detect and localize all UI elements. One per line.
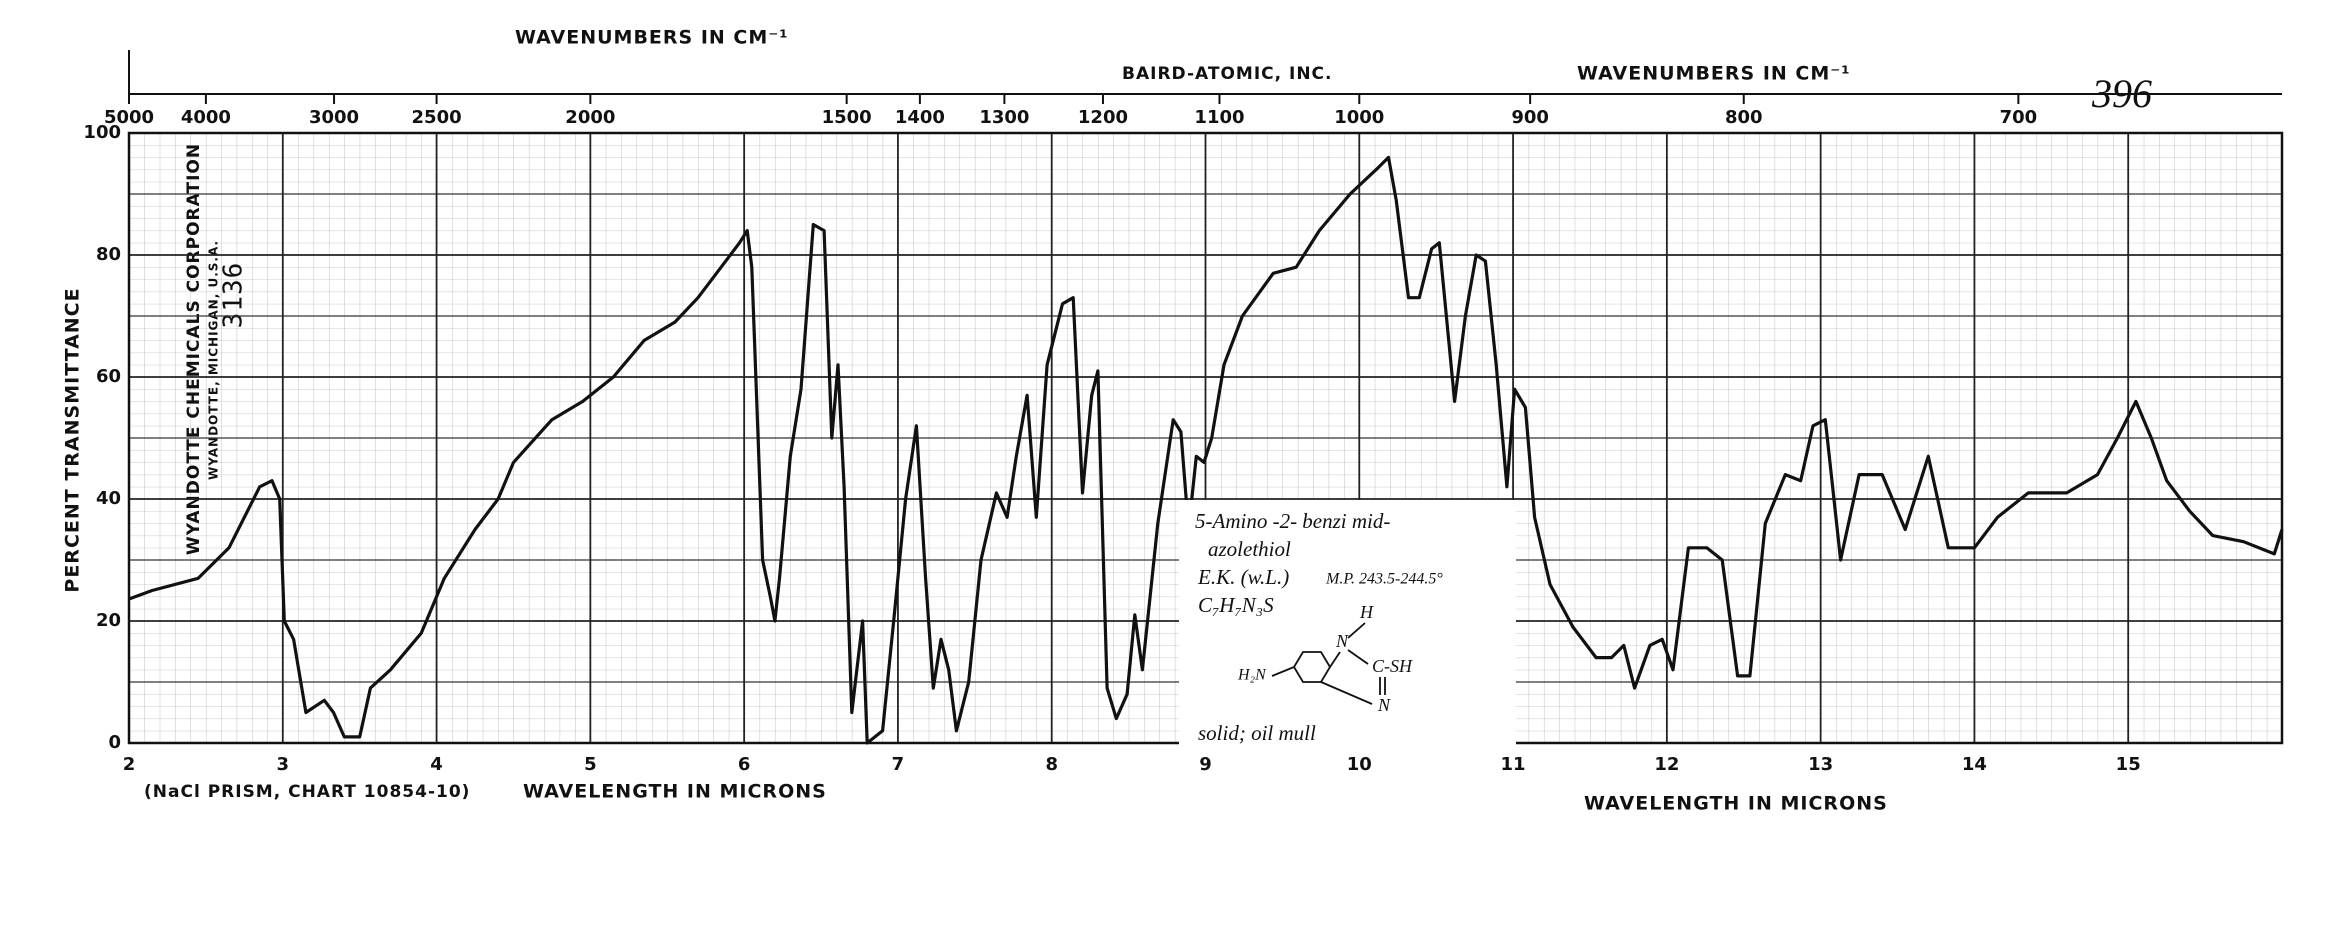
x2-tick-label: 1000	[1334, 107, 1384, 128]
x-tick-label: 8	[1045, 754, 1058, 775]
x2-tick-label: 3000	[309, 107, 359, 128]
x-tick-label: 9	[1199, 754, 1212, 775]
x2-tick-label: 2500	[412, 107, 462, 128]
x2-tick-label: 1200	[1078, 107, 1128, 128]
x2-tick-label: 1500	[822, 107, 872, 128]
x-tick-label: 5	[584, 754, 597, 775]
y-tick-label: 80	[96, 244, 121, 265]
annotation-line: E.K. (w.L.)	[1197, 565, 1289, 589]
structure-label: H	[1359, 602, 1374, 622]
x-tick-label: 3	[277, 754, 290, 775]
annotation-line: solid; oil mull	[1198, 721, 1316, 745]
structure-label: N	[1335, 631, 1349, 651]
x-tick-label: 13	[1808, 754, 1833, 775]
x-tick-label: 15	[2116, 754, 2141, 775]
x-tick-label: 4	[430, 754, 443, 775]
x2-tick-label: 800	[1725, 107, 1763, 128]
x2-tick-label: 700	[2000, 107, 2038, 128]
annotation-line: M.P. 243.5-244.5°	[1325, 571, 1443, 588]
x-axis-label: WAVELENGTH IN MICRONS	[523, 781, 827, 803]
x2-axis-label-right: WAVENUMBERS IN CM⁻¹	[1577, 63, 1851, 85]
x2-tick-label: 5000	[104, 107, 154, 128]
spectrum-line	[128, 155, 2284, 745]
x2-tick-label: 1300	[979, 107, 1029, 128]
annotation-box	[1179, 500, 1516, 750]
x-axis-label-right: WAVELENGTH IN MICRONS	[1584, 793, 1888, 815]
x-tick-label: 14	[1962, 754, 1987, 775]
structure-label: C-SH	[1372, 656, 1413, 676]
structure-drawing	[1271, 622, 1386, 705]
stamp-number: 3136	[219, 262, 249, 329]
annotation: 5-Amino -2- benzi mid- azolethiol E.K. (…	[1179, 500, 1516, 750]
x-tick-label: 11	[1501, 754, 1526, 775]
y-tick-label: 20	[96, 610, 121, 631]
y-tick-label: 60	[96, 366, 121, 387]
x-tick-label: 12	[1654, 754, 1679, 775]
x2-tick-label: 1400	[895, 107, 945, 128]
publisher: BAIRD-ATOMIC, INC.	[1122, 64, 1332, 84]
x-tick-label: 7	[892, 754, 905, 775]
x2-tick-label: 2000	[565, 107, 615, 128]
x-tick-label: 6	[738, 754, 751, 775]
x2-tick-label: 1100	[1194, 107, 1244, 128]
annotation-line: azolethiol	[1208, 537, 1291, 561]
annotation-line: C₇H₇N₃S	[1198, 593, 1274, 617]
y-axis-label: PERCENT TRANSMITTANCE	[62, 287, 84, 592]
annotation-line: 5-Amino -2- benzi mid-	[1195, 509, 1390, 533]
plot-area: 0 20 40 60 80 100 2 3 4 5 6 7 8 9 10 11 12 13 14 15 5000 4000…	[83, 50, 2284, 775]
y-tick-label: 0	[108, 732, 121, 753]
stamp-line: WYANDOTTE CHEMICALS CORPORATION	[184, 143, 204, 555]
y-tick-label: 40	[96, 488, 121, 509]
x2-axis-label: WAVENUMBERS IN CM⁻¹	[515, 27, 789, 49]
structure-label: H₂N	[1237, 667, 1267, 684]
x-tick-label: 2	[123, 754, 136, 775]
stamp-line: WYANDOTTE, MICHIGAN, U.S.A.	[207, 240, 221, 480]
y-tick-label: 100	[83, 122, 121, 143]
prism-note: (NaCl PRISM, CHART 10854-10)	[144, 782, 470, 802]
x-tick-label: 10	[1347, 754, 1372, 775]
structure-label: N	[1377, 695, 1391, 715]
x2-tick-label: 900	[1511, 107, 1549, 128]
x2-tick-label: 4000	[181, 107, 231, 128]
